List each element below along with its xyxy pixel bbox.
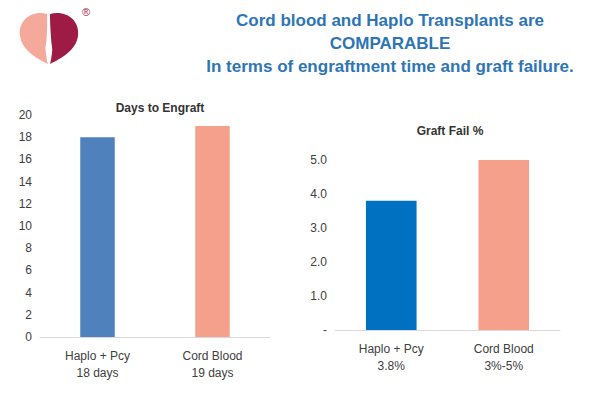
svg-text:Haplo + Pcy: Haplo + Pcy: [359, 342, 424, 356]
svg-text:4.0: 4.0: [310, 187, 327, 201]
svg-text:19 days: 19 days: [191, 366, 233, 380]
svg-text:6: 6: [25, 263, 32, 277]
svg-text:5.0: 5.0: [310, 153, 327, 167]
svg-text:1.0: 1.0: [310, 289, 327, 303]
svg-text:16: 16: [19, 152, 33, 166]
svg-text:3.8%: 3.8%: [378, 359, 406, 373]
svg-text:Cord Blood: Cord Blood: [474, 342, 534, 356]
svg-text:Days to Engraft: Days to Engraft: [116, 101, 205, 115]
svg-text:20: 20: [19, 108, 33, 122]
svg-text:COMPARABLE: COMPARABLE: [330, 34, 451, 53]
svg-text:2.0: 2.0: [310, 255, 327, 269]
svg-text:In terms of engraftment time a: In terms of engraftment time and graft f…: [206, 57, 573, 76]
svg-text:Cord blood and Haplo Transplan: Cord blood and Haplo Transplants are: [236, 11, 544, 30]
svg-text:14: 14: [19, 175, 33, 189]
svg-text:3%-5%: 3%-5%: [484, 359, 523, 373]
svg-text:Haplo + Pcy: Haplo + Pcy: [65, 349, 130, 363]
svg-text:18: 18: [19, 130, 33, 144]
svg-text:8: 8: [25, 241, 32, 255]
svg-text:3.0: 3.0: [310, 221, 327, 235]
svg-text:4: 4: [25, 286, 32, 300]
svg-text:10: 10: [19, 219, 33, 233]
svg-text:0: 0: [25, 330, 32, 344]
svg-text:Graft Fail %: Graft Fail %: [417, 124, 484, 138]
svg-text:-: -: [323, 323, 327, 337]
svg-text:Cord Blood: Cord Blood: [182, 349, 242, 363]
svg-text:2: 2: [25, 308, 32, 322]
svg-text:18 days: 18 days: [76, 366, 118, 380]
svg-text:12: 12: [19, 197, 33, 211]
